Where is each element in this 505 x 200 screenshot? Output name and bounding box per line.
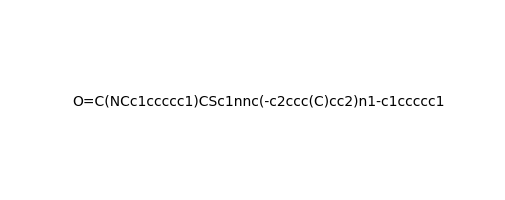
Text: O=C(NCc1ccccc1)CSc1nnc(-c2ccc(C)cc2)n1-c1ccccc1: O=C(NCc1ccccc1)CSc1nnc(-c2ccc(C)cc2)n1-c… <box>73 94 445 108</box>
